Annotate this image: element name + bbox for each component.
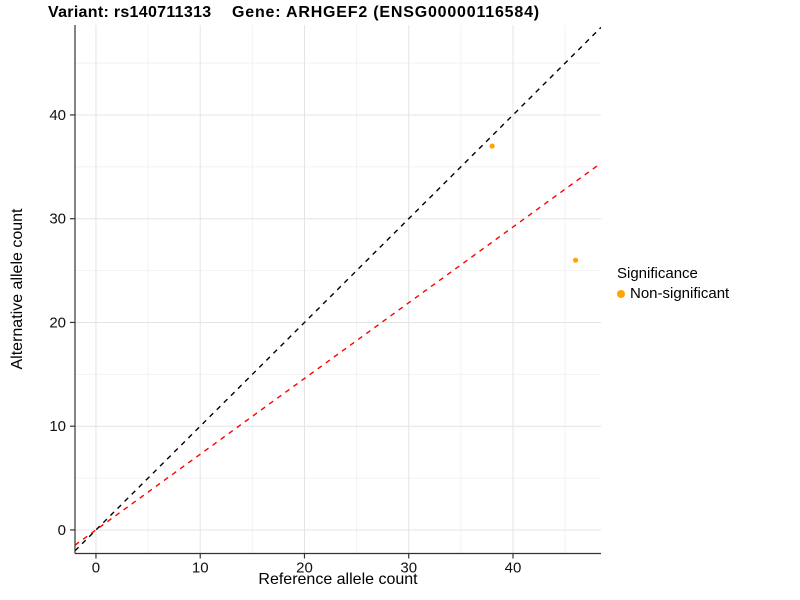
y-tick-label: 30 [49, 211, 66, 228]
legend-item-non-significant: Non-significant [617, 285, 729, 302]
y-tick-label: 40 [49, 107, 66, 124]
plot-title-gene: Gene: ARHGEF2 (ENSG00000116584) [232, 4, 540, 21]
y-tick-label: 10 [49, 418, 66, 435]
x-tick-label: 0 [92, 560, 100, 577]
x-tick-label: 10 [192, 560, 209, 577]
legend: Significance Non-significant [617, 265, 729, 302]
legend-title: Significance [617, 265, 698, 282]
data-point [572, 257, 579, 263]
identity-line [75, 26, 601, 552]
y-tick-label: 20 [49, 314, 66, 331]
x-tick-label: 20 [296, 560, 313, 577]
y-tick-label: 0 [58, 522, 66, 539]
plot-title-variant: Variant: rs140711313 [48, 4, 212, 21]
x-tick-label: 30 [400, 560, 417, 577]
legend-item-label: Non-significant [630, 285, 730, 302]
y-axis-label: Alternative allele count [9, 208, 26, 370]
expected-ratio-line [75, 162, 601, 546]
data-point [489, 143, 495, 149]
legend-dot-icon [617, 289, 625, 298]
x-tick-label: 40 [505, 560, 522, 577]
x-axis-label: Reference allele count [258, 571, 418, 588]
